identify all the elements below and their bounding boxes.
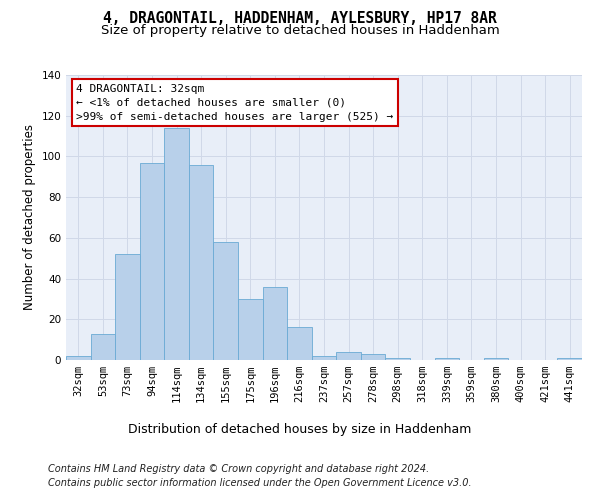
Bar [557,358,582,360]
Bar [238,299,263,360]
Text: Size of property relative to detached houses in Haddenham: Size of property relative to detached ho… [101,24,499,37]
Text: Contains HM Land Registry data © Crown copyright and database right 2024.: Contains HM Land Registry data © Crown c… [48,464,429,474]
Bar [189,164,214,360]
Bar [164,128,189,360]
Bar [287,328,312,360]
Bar [434,358,459,360]
Bar [91,334,115,360]
Bar [385,358,410,360]
Bar [312,356,336,360]
Bar [214,242,238,360]
Bar [484,358,508,360]
Text: 4 DRAGONTAIL: 32sqm
← <1% of detached houses are smaller (0)
>99% of semi-detach: 4 DRAGONTAIL: 32sqm ← <1% of detached ho… [76,84,394,122]
Text: Distribution of detached houses by size in Haddenham: Distribution of detached houses by size … [128,422,472,436]
Y-axis label: Number of detached properties: Number of detached properties [23,124,36,310]
Text: Contains public sector information licensed under the Open Government Licence v3: Contains public sector information licen… [48,478,472,488]
Bar [66,356,91,360]
Bar [115,254,140,360]
Text: 4, DRAGONTAIL, HADDENHAM, AYLESBURY, HP17 8AR: 4, DRAGONTAIL, HADDENHAM, AYLESBURY, HP1… [103,11,497,26]
Bar [361,354,385,360]
Bar [140,162,164,360]
Bar [336,352,361,360]
Bar [263,286,287,360]
